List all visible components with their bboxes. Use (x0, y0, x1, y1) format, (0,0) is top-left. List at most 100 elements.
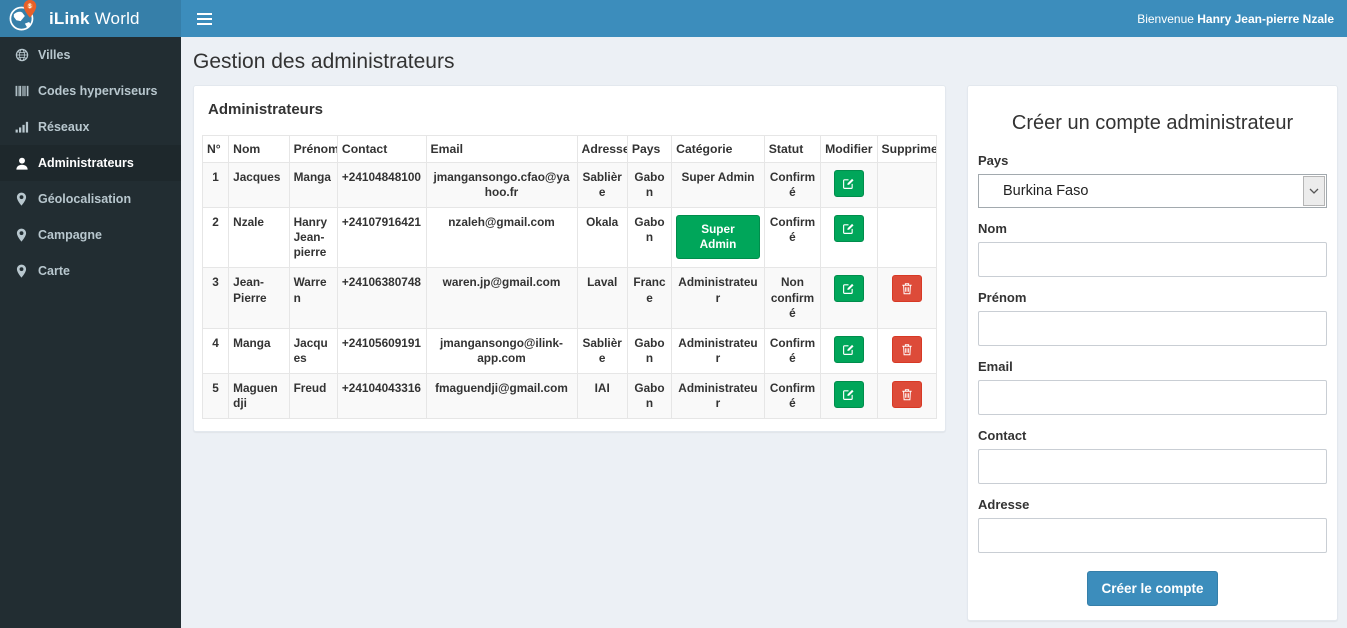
trash-icon (901, 388, 913, 401)
cell-nom: Nzale (228, 207, 290, 269)
signal-bars-icon (14, 120, 29, 134)
delete-button[interactable] (891, 275, 922, 303)
prenom-input[interactable] (978, 311, 1327, 346)
cell-contact: +24106380748 (336, 267, 427, 329)
sidebar-item-label: Campagne (38, 228, 102, 242)
sidebar-item-codes-hyperviseurs[interactable]: Codes hyperviseurs (0, 73, 181, 109)
delete-button[interactable] (891, 380, 922, 408)
sidebar-item-label: Administrateurs (38, 156, 134, 170)
cell-nom: Jacques (228, 161, 290, 209)
app-title: iLink World (49, 8, 140, 28)
sidebar-menu: Villes Codes hyperviseurs Réseaux Administr… (0, 37, 181, 289)
edit-button[interactable] (833, 380, 864, 408)
sidebar-item-villes[interactable]: Villes (0, 37, 181, 73)
globe-icon (14, 48, 29, 62)
cell-modifier (820, 327, 878, 374)
page-title: Gestion des administrateurs (193, 50, 455, 73)
adresse-input[interactable] (978, 518, 1327, 553)
cell-supprimer-empty (876, 161, 938, 209)
email-input[interactable] (978, 380, 1327, 415)
cell-contact: +24104848100 (336, 161, 427, 209)
contact-input[interactable] (978, 449, 1327, 484)
sidebar-item-reseaux[interactable]: Réseaux (0, 109, 181, 145)
nom-input[interactable] (978, 242, 1327, 277)
column-header-pays: Pays (626, 135, 673, 163)
cell-num: 4 (201, 327, 230, 374)
welcome-message: Bienvenue Hanry Jean-pierre Nzale (1137, 11, 1334, 26)
form-group-contact: Contact (978, 428, 1327, 484)
cell-contact: +24107916421 (336, 207, 427, 269)
column-header-n: N° (201, 135, 230, 163)
cell-num: 5 (201, 372, 230, 420)
edit-button[interactable] (833, 335, 864, 363)
user-icon (14, 156, 29, 170)
cell-categorie: Super Admin (671, 207, 765, 269)
sidebar-item-administrateurs[interactable]: Administrateurs (0, 145, 181, 181)
administrators-table: N° Nom Prénom Contact Email Adresse Pays Catégo… (201, 135, 938, 420)
app-logo[interactable]: $ iLink World (0, 0, 181, 37)
cell-prenom: Jacques (288, 327, 338, 374)
cell-nom: Manga (228, 327, 290, 374)
cell-categorie: Super Admin (671, 161, 765, 209)
cell-modifier (820, 372, 878, 420)
sidebar-item-label: Villes (38, 48, 71, 62)
column-header-modifier: Modifier (820, 135, 878, 163)
sidebar-item-label: Codes hyperviseurs (38, 84, 158, 98)
edit-button[interactable] (833, 170, 864, 197)
trash-icon (901, 282, 913, 295)
create-account-button[interactable]: Créer le compte (1087, 571, 1218, 606)
cell-modifier (820, 207, 878, 269)
cell-num: 3 (201, 267, 230, 329)
cell-supprimer (876, 372, 938, 420)
adresse-label: Adresse (978, 497, 1030, 512)
main-content: Gestion des administrateurs Administrate… (181, 37, 1347, 628)
barcode-icon (14, 84, 29, 98)
sidebar-item-geolocalisation[interactable]: Géolocalisation (0, 181, 181, 217)
map-marker-icon (14, 228, 29, 242)
column-header-categorie: Catégorie (671, 135, 765, 163)
edit-icon (842, 177, 855, 190)
chevron-down-icon (1303, 176, 1325, 206)
cell-nom: Maguendji (228, 372, 290, 420)
cell-adresse: Laval (576, 267, 628, 329)
globe-pin-logo-icon: $ (7, 0, 41, 38)
sidebar-toggle-button[interactable] (194, 6, 224, 32)
form-group-email: Email (978, 359, 1327, 415)
cell-num: 2 (201, 207, 230, 269)
sidebar-item-campagne[interactable]: Campagne (0, 217, 181, 253)
cell-supprimer-empty (876, 207, 938, 269)
cell-email: jmangansongo@ilink-app.com (425, 327, 578, 374)
form-group-adresse: Adresse (978, 497, 1327, 553)
delete-button[interactable] (891, 335, 922, 363)
cell-prenom: Warren (288, 267, 338, 329)
top-bar: $ iLink World Bienvenue Hanry Jean-pierr… (0, 0, 1347, 37)
create-admin-panel: Créer un compte administrateur Pays Burk… (967, 85, 1338, 621)
column-header-adresse: Adresse (576, 135, 628, 163)
cell-adresse: Okala (576, 207, 628, 269)
contact-label: Contact (978, 428, 1027, 443)
cell-adresse: Sablière (576, 327, 628, 374)
cell-modifier (820, 161, 878, 209)
pays-label: Pays (978, 153, 1009, 168)
edit-button[interactable] (833, 275, 864, 303)
cell-pays: France (626, 267, 673, 329)
sidebar-item-label: Carte (38, 264, 70, 278)
cell-modifier (820, 267, 878, 329)
edit-button[interactable] (833, 215, 864, 243)
sidebar: Villes Codes hyperviseurs Réseaux Administr… (0, 37, 181, 628)
cell-pays: Gabon (626, 161, 673, 209)
form-group-prenom: Prénom (978, 290, 1327, 346)
super-admin-badge[interactable]: Super Admin (676, 215, 760, 260)
prenom-label: Prénom (978, 290, 1027, 305)
table-row: 1 Jacques Manga +24104848100 jmangansongo.cf… (201, 161, 938, 209)
edit-icon (842, 282, 855, 295)
cell-prenom: Freud (288, 372, 338, 420)
form-group-nom: Nom (978, 221, 1327, 277)
pays-select[interactable]: Burkina Faso (978, 174, 1327, 208)
cell-pays: Gabon (626, 327, 673, 374)
sidebar-item-carte[interactable]: Carte (0, 253, 181, 289)
cell-contact: +24105609191 (336, 327, 427, 374)
column-header-prenom: Prénom (288, 135, 338, 163)
cell-prenom: Hanry Jean-pierre (288, 207, 338, 269)
edit-icon (842, 343, 855, 356)
